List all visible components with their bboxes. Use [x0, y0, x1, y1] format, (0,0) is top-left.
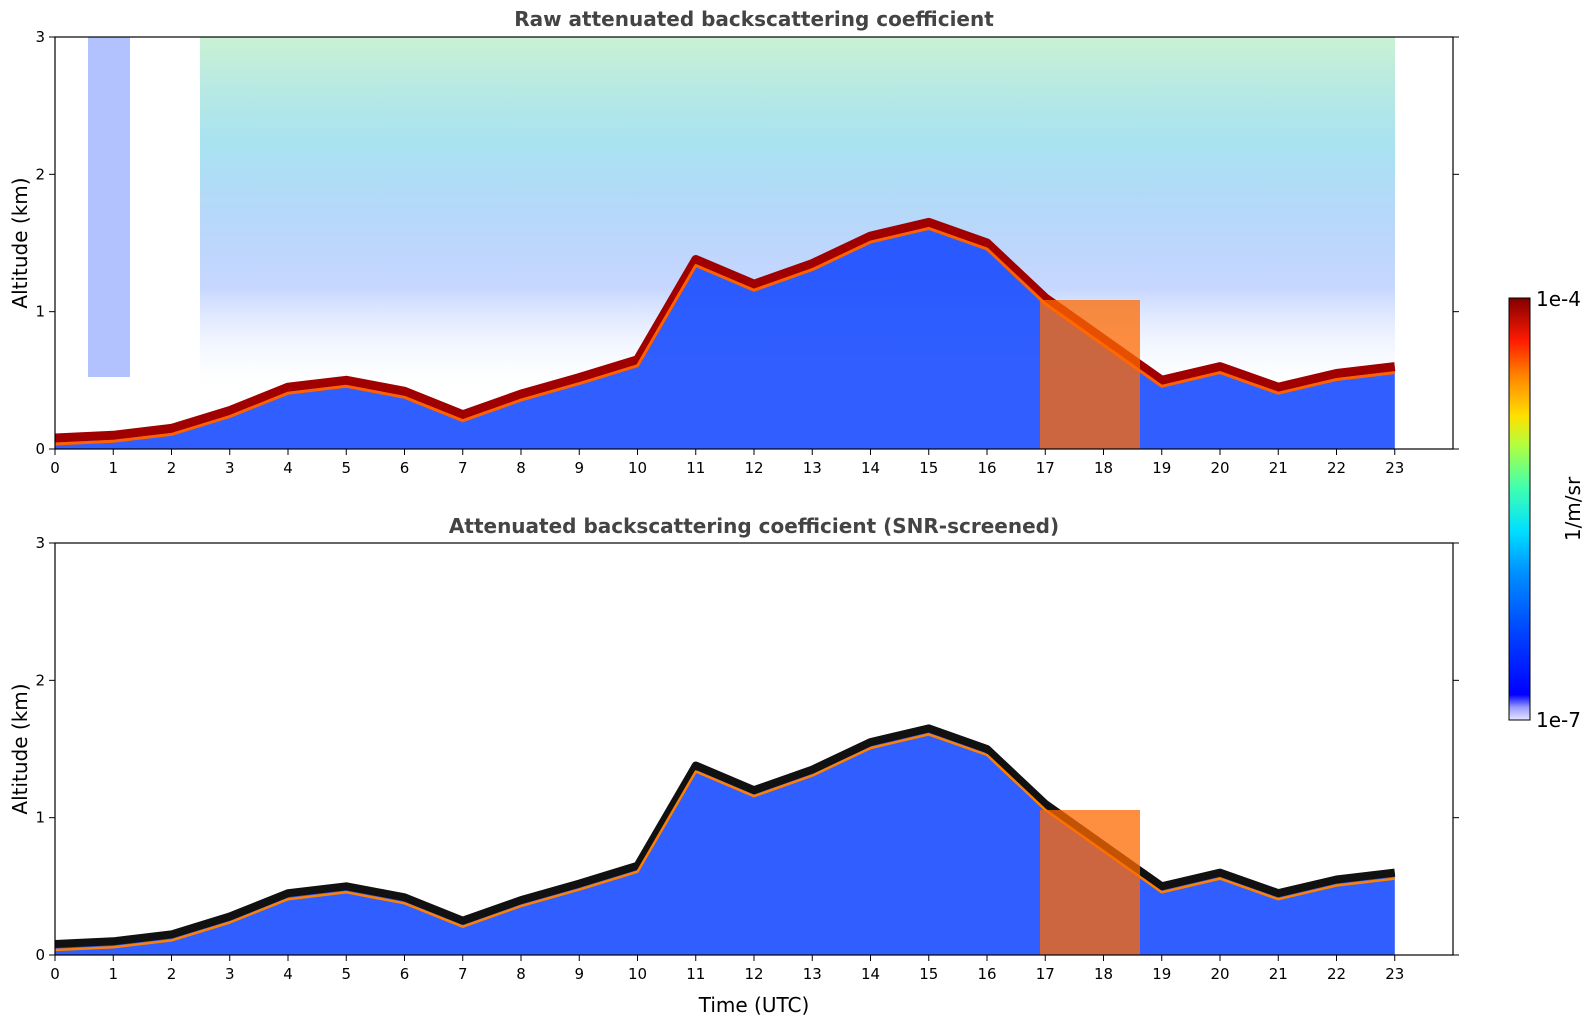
- x-tick-label: 8: [516, 965, 526, 983]
- x-tick-label: 13: [803, 965, 822, 983]
- panel-screened-x-ticks: 0 1 2 3 4 5 6 7 8 9 10 11 12 13 14 15 16 17 18 19 20 21 22 23: [50, 955, 1404, 983]
- x-tick-label: 5: [341, 965, 351, 983]
- panel-raw-noise-strip: [88, 37, 130, 377]
- x-tick-label: 10: [628, 965, 647, 983]
- x-tick-label: 11: [686, 459, 705, 477]
- x-tick-label: 22: [1327, 965, 1346, 983]
- x-tick-label: 3: [225, 965, 235, 983]
- x-tick-label: 0: [50, 965, 60, 983]
- x-tick-label: 17: [1036, 459, 1055, 477]
- y-tick-label: 2: [35, 671, 45, 689]
- x-tick-label: 7: [458, 459, 468, 477]
- panel-raw-boundary-edge: [55, 226, 1395, 446]
- y-tick-label: 2: [35, 165, 45, 183]
- panel-raw-x-ticks: 0 1 2 3 4 5 6 7 8 9 10 11 12 13 14 15 16 17 18 19 20 21 22 23: [50, 449, 1404, 477]
- colorbar-unit-label: 1/m/sr: [1561, 476, 1585, 541]
- x-tick-label: 19: [1152, 459, 1171, 477]
- x-tick-label: 17: [1036, 965, 1055, 983]
- panel-raw-rain-streaks: [1040, 300, 1140, 449]
- x-tick-label: 16: [977, 459, 996, 477]
- y-tick-label: 1: [35, 809, 45, 827]
- x-tick-label: 6: [400, 459, 410, 477]
- x-tick-label: 15: [919, 965, 938, 983]
- colorbar: 1e-4 1e-7 1/m/sr: [1508, 287, 1585, 732]
- panel-raw-boundary-layer: [55, 217, 1396, 443]
- x-tick-label: 8: [516, 459, 526, 477]
- x-tick-label: 22: [1327, 459, 1346, 477]
- panel-raw-y-ticks: 0 1 2 3: [35, 28, 1459, 458]
- x-tick-label: 1: [108, 965, 118, 983]
- x-tick-label: 12: [744, 965, 763, 983]
- colorbar-max-label: 1e-4: [1536, 287, 1581, 311]
- x-tick-label: 7: [458, 965, 468, 983]
- panel-screened-boundary-edge: [55, 733, 1395, 952]
- x-tick-label: 10: [628, 459, 647, 477]
- x-tick-label: 6: [400, 965, 410, 983]
- x-tick-label: 4: [283, 965, 293, 983]
- y-tick-label: 3: [35, 534, 45, 552]
- panel-screened-rain-streaks: [1040, 810, 1140, 955]
- x-tick-label: 3: [225, 459, 235, 477]
- x-tick-label: 18: [1094, 459, 1113, 477]
- x-tick-label: 18: [1094, 965, 1113, 983]
- colorbar-min-label: 1e-7: [1536, 708, 1581, 732]
- x-tick-label: 23: [1385, 459, 1404, 477]
- x-tick-label: 9: [574, 965, 584, 983]
- x-tick-label: 11: [686, 965, 705, 983]
- panel-screened-xlabel: Time (UTC): [698, 993, 810, 1017]
- y-tick-label: 1: [35, 303, 45, 321]
- panel-screened-plot-area: [55, 724, 1396, 955]
- y-tick-label: 0: [35, 440, 45, 458]
- colorbar-gradient: [1508, 297, 1531, 721]
- x-tick-label: 12: [744, 459, 763, 477]
- y-tick-label: 0: [35, 946, 45, 964]
- panel-screened-title: Attenuated backscattering coefficient (S…: [449, 514, 1059, 538]
- panel-raw-title: Raw attenuated backscattering coefficien…: [514, 7, 994, 31]
- panel-screened-boundary-fill: [55, 728, 1395, 955]
- x-tick-label: 14: [861, 459, 880, 477]
- x-tick-label: 21: [1269, 965, 1288, 983]
- x-tick-label: 20: [1210, 459, 1229, 477]
- x-tick-label: 0: [50, 459, 60, 477]
- panel-raw-ylabel: Altitude (km): [8, 177, 32, 308]
- x-tick-label: 19: [1152, 965, 1171, 983]
- x-tick-label: 5: [341, 459, 351, 477]
- panel-screened-ylabel: Altitude (km): [8, 683, 32, 814]
- x-tick-label: 1: [108, 459, 118, 477]
- x-tick-label: 14: [861, 965, 880, 983]
- x-tick-label: 2: [167, 459, 177, 477]
- panel-screened-boundary-layer: [55, 724, 1396, 948]
- x-tick-label: 16: [977, 965, 996, 983]
- y-tick-label: 3: [35, 28, 45, 46]
- x-tick-label: 21: [1269, 459, 1288, 477]
- panel-raw: Raw attenuated backscattering coefficien…: [8, 7, 1459, 477]
- x-tick-label: 20: [1210, 965, 1229, 983]
- panel-screened-y-ticks: 0 1 2 3: [35, 534, 1459, 964]
- panel-raw-plot-area: [55, 37, 1396, 449]
- x-tick-label: 2: [167, 965, 177, 983]
- x-tick-label: 15: [919, 459, 938, 477]
- x-tick-label: 23: [1385, 965, 1404, 983]
- panel-screened: Attenuated backscattering coefficient (S…: [8, 514, 1459, 1017]
- x-tick-label: 9: [574, 459, 584, 477]
- x-tick-label: 13: [803, 459, 822, 477]
- x-tick-label: 4: [283, 459, 293, 477]
